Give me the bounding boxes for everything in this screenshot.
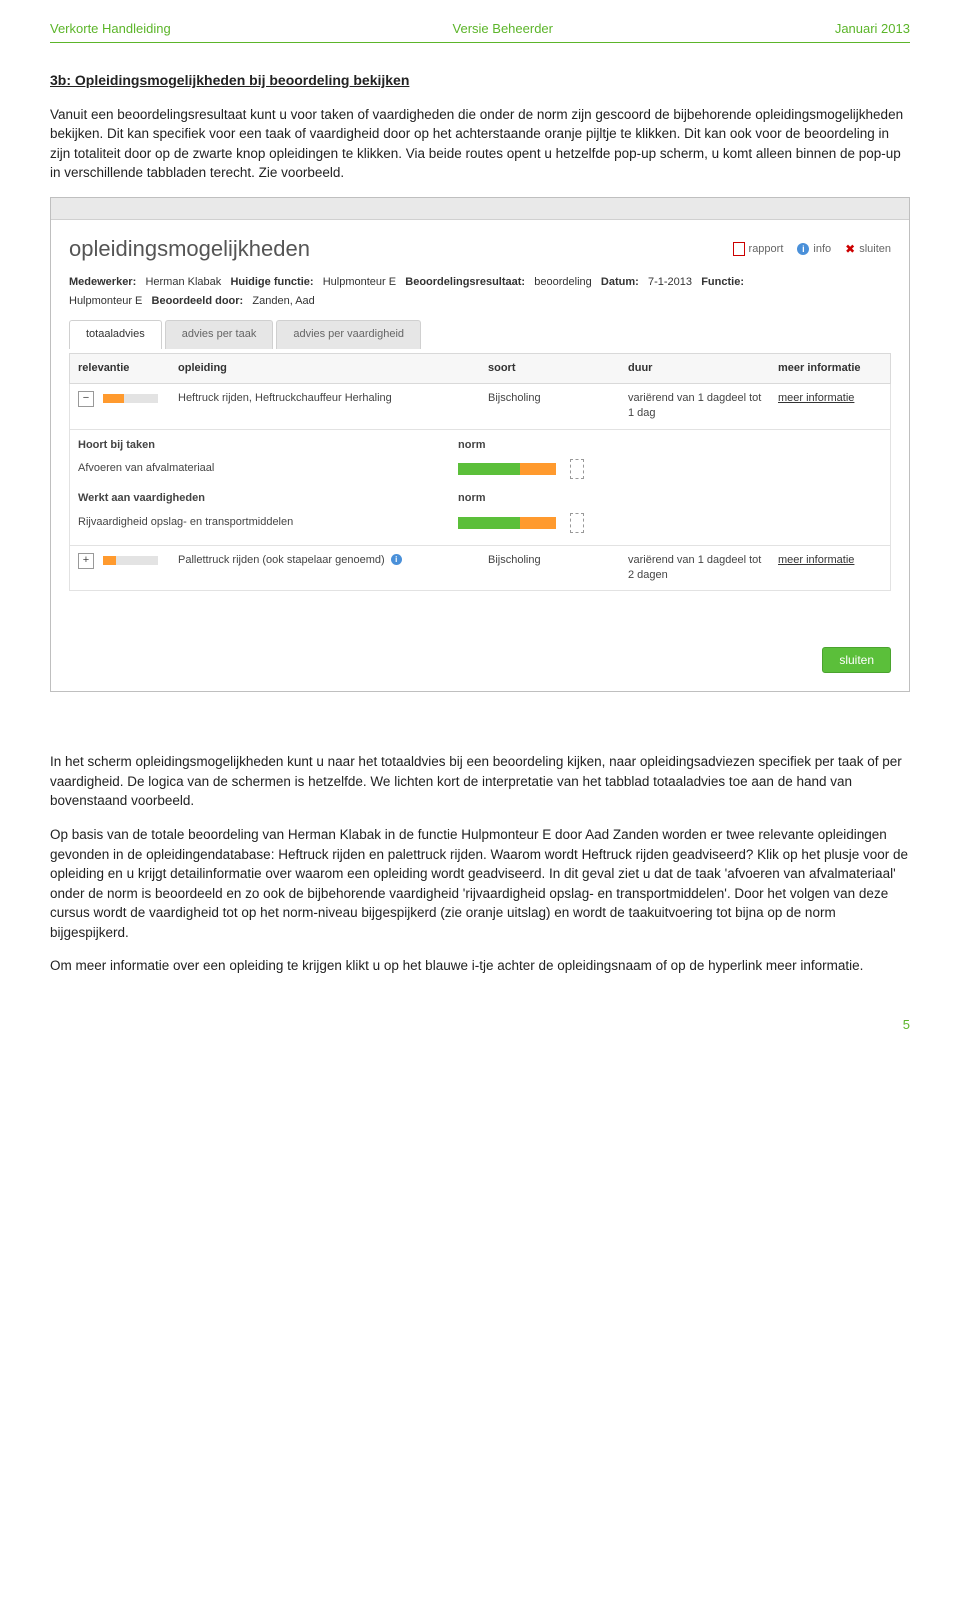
table-header: relevantie opleiding soort duur meer inf…: [69, 353, 891, 384]
datum-label: Datum:: [601, 276, 639, 288]
col-meer: meer informatie: [770, 354, 890, 383]
pdf-icon: [733, 242, 745, 256]
soort-cell: Bijscholing: [480, 546, 620, 575]
rapport-action[interactable]: rapport: [733, 242, 784, 257]
norm-header-2: norm: [458, 491, 578, 506]
info-icon[interactable]: i: [391, 554, 402, 565]
info-action[interactable]: i info: [797, 242, 831, 257]
opleiding-cell: Heftruck rijden, Heftruckchauffeur Herha…: [170, 384, 480, 413]
panel-actions: rapport i info sluiten: [733, 241, 891, 258]
col-opleiding: opleiding: [170, 354, 480, 383]
taak-label: Afvoeren van afvalmateriaal: [78, 461, 458, 476]
col-relevantie: relevantie: [70, 354, 170, 383]
page-number: 5: [50, 1016, 910, 1034]
beoordeeld-door-value: Zanden, Aad: [252, 295, 314, 307]
screenshot-panel: opleidingsmogelijkheden rapport i info s…: [50, 197, 910, 692]
panel-title: opleidingsmogelijkheden: [69, 234, 310, 265]
duur-cell: variërend van 1 dagdeel tot 1 dag: [620, 384, 770, 429]
soort-cell: Bijscholing: [480, 384, 620, 413]
col-soort: soort: [480, 354, 620, 383]
close-icon: [845, 241, 855, 258]
doc-header-right: Januari 2013: [835, 20, 910, 38]
tab-totaaladvies[interactable]: totaaladvies: [69, 320, 162, 348]
meer-informatie-link[interactable]: meer informatie: [778, 554, 854, 566]
functie-label: Functie:: [701, 276, 744, 288]
vaardigheden-header: Werkt aan vaardigheden: [78, 491, 458, 506]
sluiten-action[interactable]: sluiten: [845, 241, 891, 258]
body-paragraph-2: In het scherm opleidingsmogelijkheden ku…: [50, 752, 910, 811]
meta-line: Medewerker: Herman Klabak Huidige functi…: [69, 273, 891, 310]
vaardigheid-label: Rijvaardigheid opslag- en transportmidde…: [78, 515, 458, 530]
relevance-bar: [103, 394, 158, 403]
meer-informatie-link[interactable]: meer informatie: [778, 392, 854, 404]
norm-bar-orange-segment: [520, 463, 556, 475]
table-row: + Pallettruck rijden (ook stapelaar geno…: [69, 546, 891, 592]
medewerker-value: Herman Klabak: [145, 276, 221, 288]
tab-advies-per-vaardigheid[interactable]: advies per vaardigheid: [276, 320, 421, 348]
relevance-bar: [103, 556, 158, 565]
norm-bar-2: [458, 517, 568, 529]
norm-bar-green-segment: [458, 463, 520, 475]
screenshot-window-titlebar: [51, 198, 909, 220]
norm-marker: [570, 459, 584, 479]
section-title: 3b: Opleidingsmogelijkheden bij beoordel…: [50, 71, 910, 91]
row-detail: Hoort bij taken norm Afvoeren van afvalm…: [69, 430, 891, 546]
huidige-functie-value: Hulpmonteur E: [323, 276, 396, 288]
doc-header-left: Verkorte Handleiding: [50, 20, 171, 38]
huidige-functie-label: Huidige functie:: [230, 276, 313, 288]
relevance-bar-fill: [103, 556, 116, 565]
doc-header: Verkorte Handleiding Versie Beheerder Ja…: [50, 20, 910, 43]
norm-bar-wrap-2: [458, 515, 628, 531]
beoordelingsresultaat-label: Beoordelingsresultaat:: [405, 276, 525, 288]
norm-bar: [458, 463, 568, 475]
expand-button[interactable]: −: [78, 391, 94, 407]
sluiten-button[interactable]: sluiten: [822, 647, 891, 673]
body-paragraph-4: Om meer informatie over een opleiding te…: [50, 956, 910, 976]
table-row: − Heftruck rijden, Heftruckchauffeur Her…: [69, 384, 891, 430]
tabs-row: totaaladvies advies per taak advies per …: [69, 320, 891, 348]
opleiding-text: Pallettruck rijden (ook stapelaar genoem…: [178, 554, 385, 566]
beoordeeld-door-label: Beoordeeld door:: [152, 295, 244, 307]
intro-paragraph: Vanuit een beoordelingsresultaat kunt u …: [50, 105, 910, 183]
expand-button[interactable]: +: [78, 553, 94, 569]
taken-header: Hoort bij taken: [78, 438, 458, 453]
norm-bar-wrap: [458, 461, 628, 477]
info-icon: i: [797, 243, 809, 255]
duur-cell: variërend van 1 dagdeel tot 2 dagen: [620, 546, 770, 591]
opleiding-cell: Pallettruck rijden (ook stapelaar genoem…: [170, 546, 480, 575]
info-label: info: [813, 242, 831, 257]
norm-marker-2: [570, 513, 584, 533]
functie-value: Hulpmonteur E: [69, 295, 142, 307]
tab-advies-per-taak[interactable]: advies per taak: [165, 320, 274, 348]
rapport-label: rapport: [749, 242, 784, 257]
datum-value: 7-1-2013: [648, 276, 692, 288]
col-duur: duur: [620, 354, 770, 383]
norm-bar-green-segment-2: [458, 517, 520, 529]
medewerker-label: Medewerker:: [69, 276, 136, 288]
norm-bar-orange-segment-2: [520, 517, 556, 529]
relevance-bar-fill: [103, 394, 124, 403]
norm-header: norm: [458, 438, 578, 453]
doc-header-center: Versie Beheerder: [453, 20, 553, 38]
sluiten-label: sluiten: [859, 242, 891, 257]
beoordelingsresultaat-value: beoordeling: [534, 276, 592, 288]
body-paragraph-3: Op basis van de totale beoordeling van H…: [50, 825, 910, 942]
